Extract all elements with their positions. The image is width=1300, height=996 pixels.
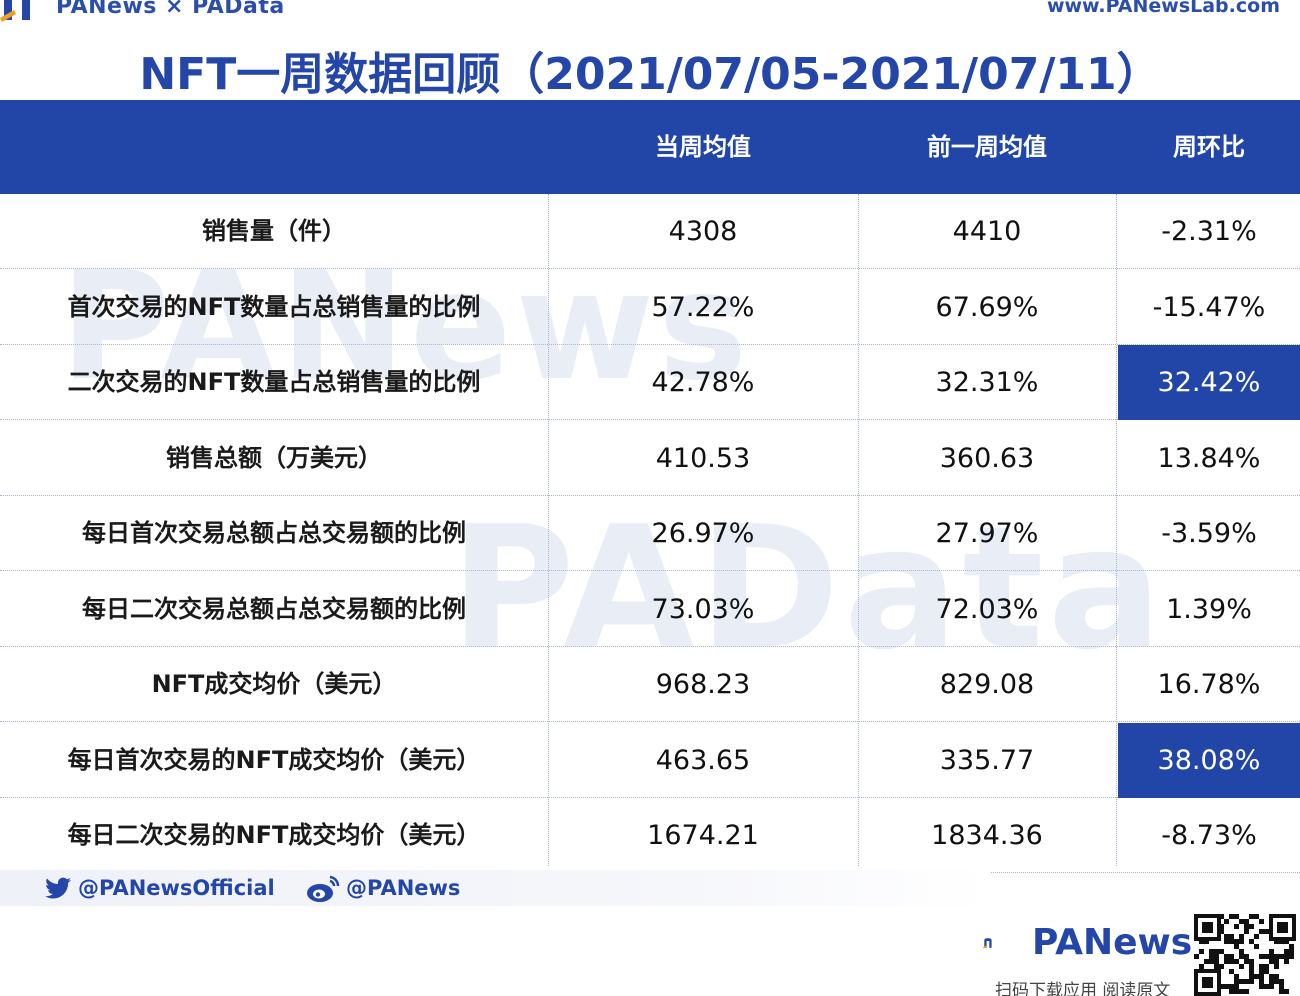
table-row: 销售量（件） 4308 4410 -2.31% bbox=[0, 194, 1300, 269]
footer-cta: 扫码下载应用 阅读原文 bbox=[995, 981, 1171, 996]
column-header-label bbox=[0, 100, 548, 194]
row-previous-value: 27.97% bbox=[935, 518, 1039, 549]
row-label: 每日二次交易总额占总交易额的比例 bbox=[82, 594, 466, 623]
row-current-value: 463.65 bbox=[655, 744, 751, 776]
panews-footer-logo-icon bbox=[982, 938, 992, 949]
table-row: 每日二次交易总额占总交易额的比例 73.03% 72.03% 1.39% bbox=[0, 572, 1300, 647]
row-change-value: 1.39% bbox=[1166, 593, 1252, 625]
row-previous-value: 1834.36 bbox=[931, 820, 1043, 851]
weibo-icon bbox=[307, 875, 340, 902]
row-label: 首次交易的NFT数量占总销售量的比例 bbox=[67, 292, 481, 321]
twitter-handle: @PANewsOfficial bbox=[78, 876, 275, 900]
column-header-previous: 前一周均值 bbox=[927, 133, 1047, 161]
header-site-url[interactable]: www.PANewsLab.com bbox=[1046, 0, 1280, 17]
column-header-current: 当周均值 bbox=[655, 133, 751, 161]
row-previous-value: 72.03% bbox=[935, 593, 1039, 625]
table-row: 首次交易的NFT数量占总销售量的比例 57.22% 67.69% -15.47% bbox=[0, 270, 1300, 345]
header-brand: PANews × PAData bbox=[56, 0, 285, 19]
row-current-value: 968.23 bbox=[655, 669, 751, 700]
column-divider bbox=[1116, 194, 1117, 866]
table-row: 二次交易的NFT数量占总销售量的比例 42.78% 32.31% 32.42% bbox=[0, 345, 1300, 420]
row-current-value: 4308 bbox=[668, 216, 738, 247]
weibo-handle: @PANews bbox=[346, 876, 461, 900]
panews-logo-icon bbox=[0, 0, 30, 22]
table-row: 每日首次交易总额占总交易额的比例 26.97% 27.97% -3.59% bbox=[0, 496, 1300, 571]
row-label: 二次交易的NFT数量占总销售量的比例 bbox=[67, 368, 481, 396]
qr-code-icon[interactable] bbox=[1194, 914, 1296, 996]
row-label: 每日首次交易总额占总交易额的比例 bbox=[82, 519, 466, 547]
row-label: 销售总额（万美元） bbox=[166, 443, 382, 472]
twitter-icon bbox=[45, 877, 71, 899]
row-change-value: 38.08% bbox=[1118, 722, 1300, 798]
column-header-change: 周环比 bbox=[1173, 133, 1245, 161]
row-change-value: 13.84% bbox=[1157, 442, 1261, 474]
row-previous-value: 335.77 bbox=[939, 744, 1035, 776]
row-change-value: -2.31% bbox=[1161, 216, 1257, 247]
table-header: 当周均值 前一周均值 周环比 bbox=[0, 100, 1300, 194]
twitter-link[interactable]: @PANewsOfficial bbox=[44, 874, 275, 902]
row-current-value: 57.22% bbox=[651, 291, 755, 323]
row-label: 每日二次交易的NFT成交均价（美元） bbox=[67, 821, 481, 849]
row-current-value: 26.97% bbox=[651, 518, 755, 549]
weibo-link[interactable]: @PANews bbox=[306, 874, 460, 902]
table-row: NFT成交均价（美元） 968.23 829.08 16.78% bbox=[0, 647, 1300, 722]
row-label: NFT成交均价（美元） bbox=[151, 670, 397, 698]
row-change-value: -15.47% bbox=[1152, 291, 1266, 323]
row-previous-value: 360.63 bbox=[939, 442, 1035, 474]
row-previous-value: 32.31% bbox=[935, 367, 1039, 398]
row-change-value: -8.73% bbox=[1161, 820, 1257, 851]
page-title: NFT一周数据回顾（2021/07/05-2021/07/11） bbox=[139, 49, 1161, 100]
social-bar bbox=[0, 870, 990, 906]
row-label: 销售量（件） bbox=[202, 217, 346, 245]
footer-brand: PANews bbox=[1032, 922, 1193, 963]
table-row: 每日首次交易的NFT成交均价（美元） 463.65 335.77 38.08% bbox=[0, 722, 1300, 798]
row-change-value: -3.59% bbox=[1161, 518, 1257, 549]
row-current-value: 42.78% bbox=[651, 367, 755, 398]
row-previous-value: 829.08 bbox=[939, 669, 1035, 700]
column-divider bbox=[858, 194, 859, 866]
row-label: 每日首次交易的NFT成交均价（美元） bbox=[67, 745, 481, 774]
row-current-value: 410.53 bbox=[655, 442, 751, 474]
row-current-value: 1674.21 bbox=[647, 820, 759, 851]
table-row: 每日二次交易的NFT成交均价（美元） 1674.21 1834.36 -8.73% bbox=[0, 798, 1300, 873]
row-current-value: 73.03% bbox=[651, 593, 755, 625]
top-bar: PANews × PAData www.PANewsLab.com bbox=[0, 0, 1300, 22]
row-change-value: 32.42% bbox=[1118, 345, 1300, 420]
row-previous-value: 4410 bbox=[952, 216, 1022, 247]
table-row: 销售总额（万美元） 410.53 360.63 13.84% bbox=[0, 421, 1300, 496]
column-divider bbox=[548, 194, 549, 866]
row-change-value: 16.78% bbox=[1157, 669, 1261, 700]
row-previous-value: 67.69% bbox=[935, 291, 1039, 323]
